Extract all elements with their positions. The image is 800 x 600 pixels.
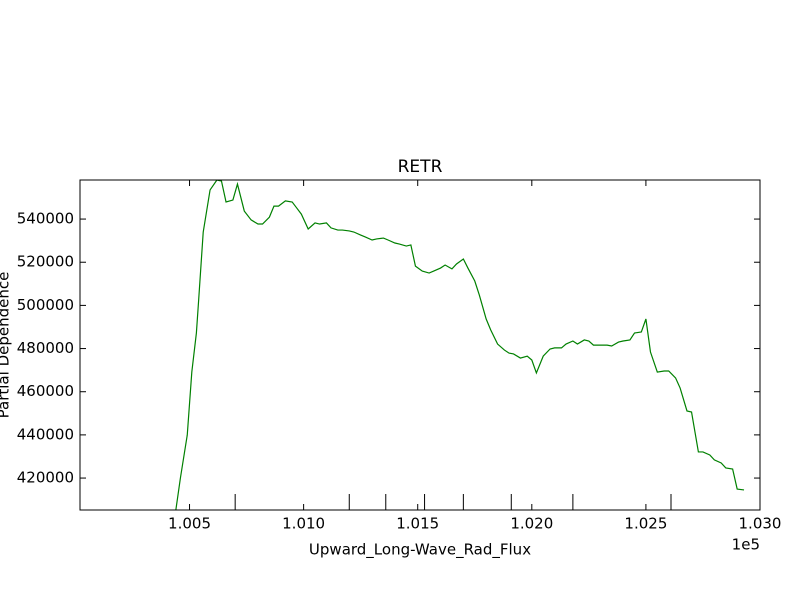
y-tick-label: 420000 xyxy=(17,469,74,487)
y-tick-label: 480000 xyxy=(17,339,74,357)
y-tick-label: 500000 xyxy=(17,296,74,314)
y-tick-label: 440000 xyxy=(17,425,74,443)
y-axis-label: Partial Dependence xyxy=(0,272,13,419)
y-tick-label: 540000 xyxy=(17,210,74,228)
x-offset-label: 1e5 xyxy=(732,536,760,554)
chart-title: RETR xyxy=(398,157,443,177)
plot-frame xyxy=(79,179,761,511)
x-tick-label: 1.005 xyxy=(168,515,211,533)
x-tick-label: 1.010 xyxy=(282,515,325,533)
data-line xyxy=(175,180,745,510)
x-tick-label: 1.020 xyxy=(510,515,553,533)
x-tick-label: 1.015 xyxy=(396,515,439,533)
x-axis-label: Upward_Long-Wave_Rad_Flux xyxy=(309,541,531,560)
y-tick-label: 460000 xyxy=(17,382,74,400)
y-tick-label: 520000 xyxy=(17,253,74,271)
x-tick-label: 1.030 xyxy=(739,515,782,533)
x-tick-label: 1.025 xyxy=(624,515,667,533)
